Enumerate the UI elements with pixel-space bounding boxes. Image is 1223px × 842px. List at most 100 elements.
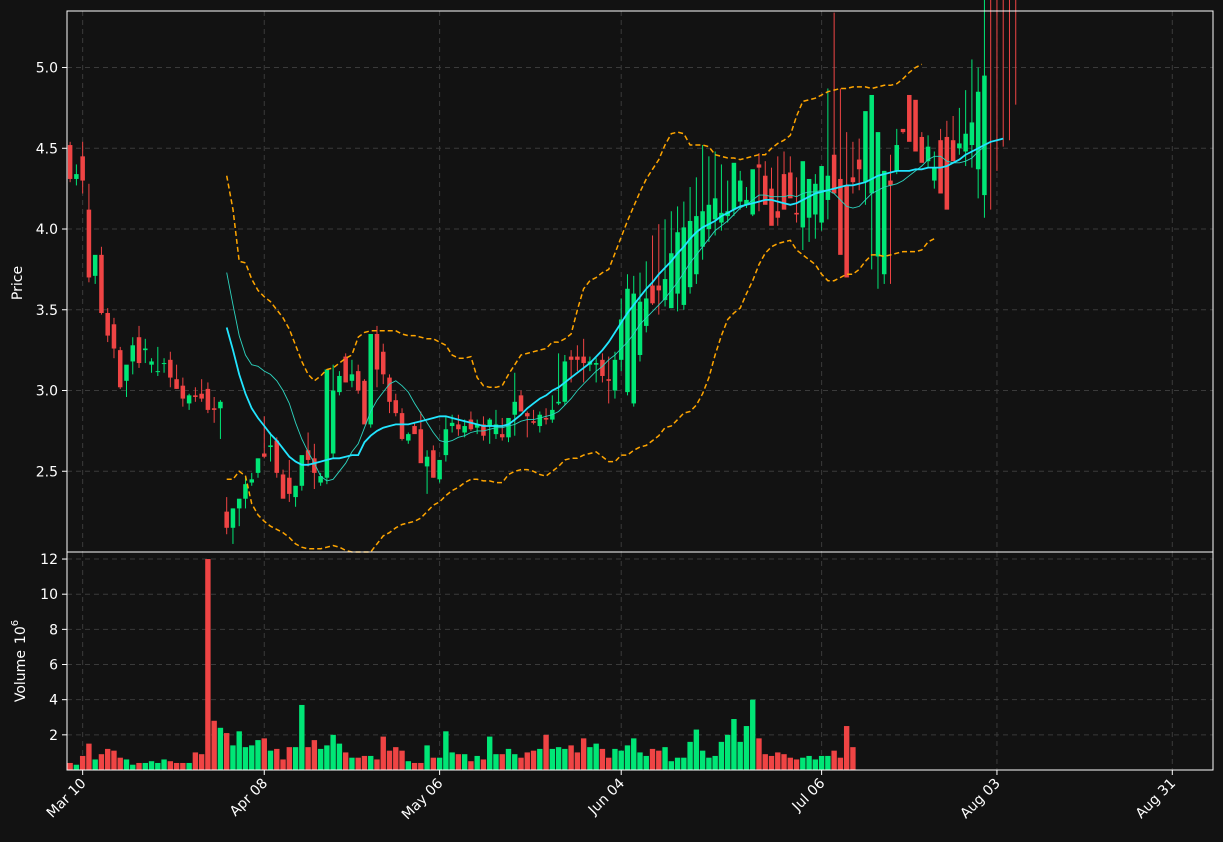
volume-bar	[461, 754, 468, 770]
volume-bar	[593, 743, 599, 770]
volume-bar	[436, 757, 443, 770]
volume-bar	[386, 750, 393, 770]
candle-body	[312, 458, 317, 473]
volume-bar	[668, 761, 675, 770]
volume-bar	[255, 740, 261, 770]
volume-bar	[161, 759, 167, 770]
candle-body	[136, 337, 142, 364]
volume-bar	[418, 762, 424, 770]
volume-bar	[192, 752, 199, 770]
volume-bar	[317, 748, 324, 770]
candle-body	[932, 167, 937, 181]
candle-body	[957, 143, 962, 149]
volume-bar	[806, 755, 812, 770]
volume-bar	[292, 747, 299, 770]
volume-tick-label: 4	[49, 693, 58, 709]
candle-body	[67, 145, 73, 179]
volume-bar	[342, 752, 349, 770]
volume-bar	[649, 748, 656, 770]
volume-bar	[474, 755, 480, 770]
band-lower-line	[226, 238, 935, 553]
volume-bar	[98, 754, 105, 770]
candle-body	[568, 356, 574, 360]
candle-body	[813, 183, 818, 215]
candle-body	[662, 279, 668, 301]
volume-bar	[105, 748, 111, 770]
volume-bar	[393, 747, 399, 770]
candle-body	[969, 122, 975, 146]
candle-body	[168, 359, 173, 378]
volume-bar	[681, 757, 687, 770]
volume-bar	[211, 720, 217, 770]
candle-body	[600, 359, 605, 376]
candle-body	[888, 180, 893, 186]
volume-bar	[330, 734, 336, 770]
candle-body	[506, 417, 511, 438]
candle-body	[825, 175, 831, 200]
volume-bar	[605, 757, 612, 770]
candle-body	[418, 429, 424, 464]
candle-body	[756, 164, 762, 168]
candle-body	[349, 374, 355, 381]
volume-bar	[111, 750, 117, 770]
volume-bar	[236, 731, 242, 770]
volume-bar	[261, 738, 267, 770]
candle-body	[900, 128, 906, 133]
candle-body	[644, 298, 649, 326]
candle-body	[99, 254, 104, 313]
candle-body	[280, 474, 286, 499]
candle-body	[249, 479, 254, 483]
volume-bar	[624, 745, 631, 770]
volume-bar	[793, 759, 800, 770]
candle-body	[186, 395, 192, 404]
candle-body	[863, 111, 868, 183]
volume-bar	[837, 757, 844, 770]
volume-bar	[825, 755, 831, 770]
volume-bar	[724, 734, 731, 770]
volume-bar	[455, 754, 462, 770]
volume-bar	[79, 755, 86, 770]
volume-bar	[117, 757, 123, 770]
volume-bar	[443, 731, 449, 770]
candle-body	[180, 385, 186, 399]
volume-bar	[800, 757, 806, 770]
candle-body	[637, 301, 643, 355]
candle-body	[255, 458, 261, 473]
volume-bar	[92, 759, 98, 770]
volume-bar	[173, 762, 180, 770]
price-axis-title: Price	[10, 266, 26, 300]
candle-body	[525, 413, 530, 417]
volume-bar	[612, 748, 618, 770]
candle-body	[487, 419, 492, 427]
volume-tick-label: 12	[40, 552, 58, 568]
volume-bar	[305, 747, 311, 770]
volume-panel	[67, 559, 856, 770]
candle-body	[700, 211, 705, 247]
volume-bar	[142, 762, 148, 770]
candle-body	[362, 380, 367, 425]
candle-body	[355, 371, 361, 391]
candle-body	[856, 159, 862, 170]
candle-body	[468, 419, 474, 430]
candle-body	[437, 459, 442, 480]
volume-bar	[368, 755, 374, 770]
candle-body	[462, 426, 467, 433]
candle-body	[675, 232, 680, 294]
volume-bar	[217, 727, 224, 770]
candle-body	[913, 99, 918, 152]
volume-bar	[123, 759, 130, 770]
volume-bar	[167, 761, 174, 770]
candle-body	[556, 401, 561, 404]
candle-body	[193, 395, 198, 397]
volume-bar	[411, 762, 418, 770]
volume-bar	[67, 762, 73, 770]
volume-bar	[843, 726, 850, 770]
volume-bar	[674, 757, 681, 770]
candle-body	[850, 177, 856, 183]
price-panel	[67, 0, 1017, 553]
volume-bar	[198, 754, 205, 770]
candle-body	[155, 371, 161, 373]
candle-body	[975, 91, 981, 170]
price-panel-grid	[67, 11, 1213, 552]
